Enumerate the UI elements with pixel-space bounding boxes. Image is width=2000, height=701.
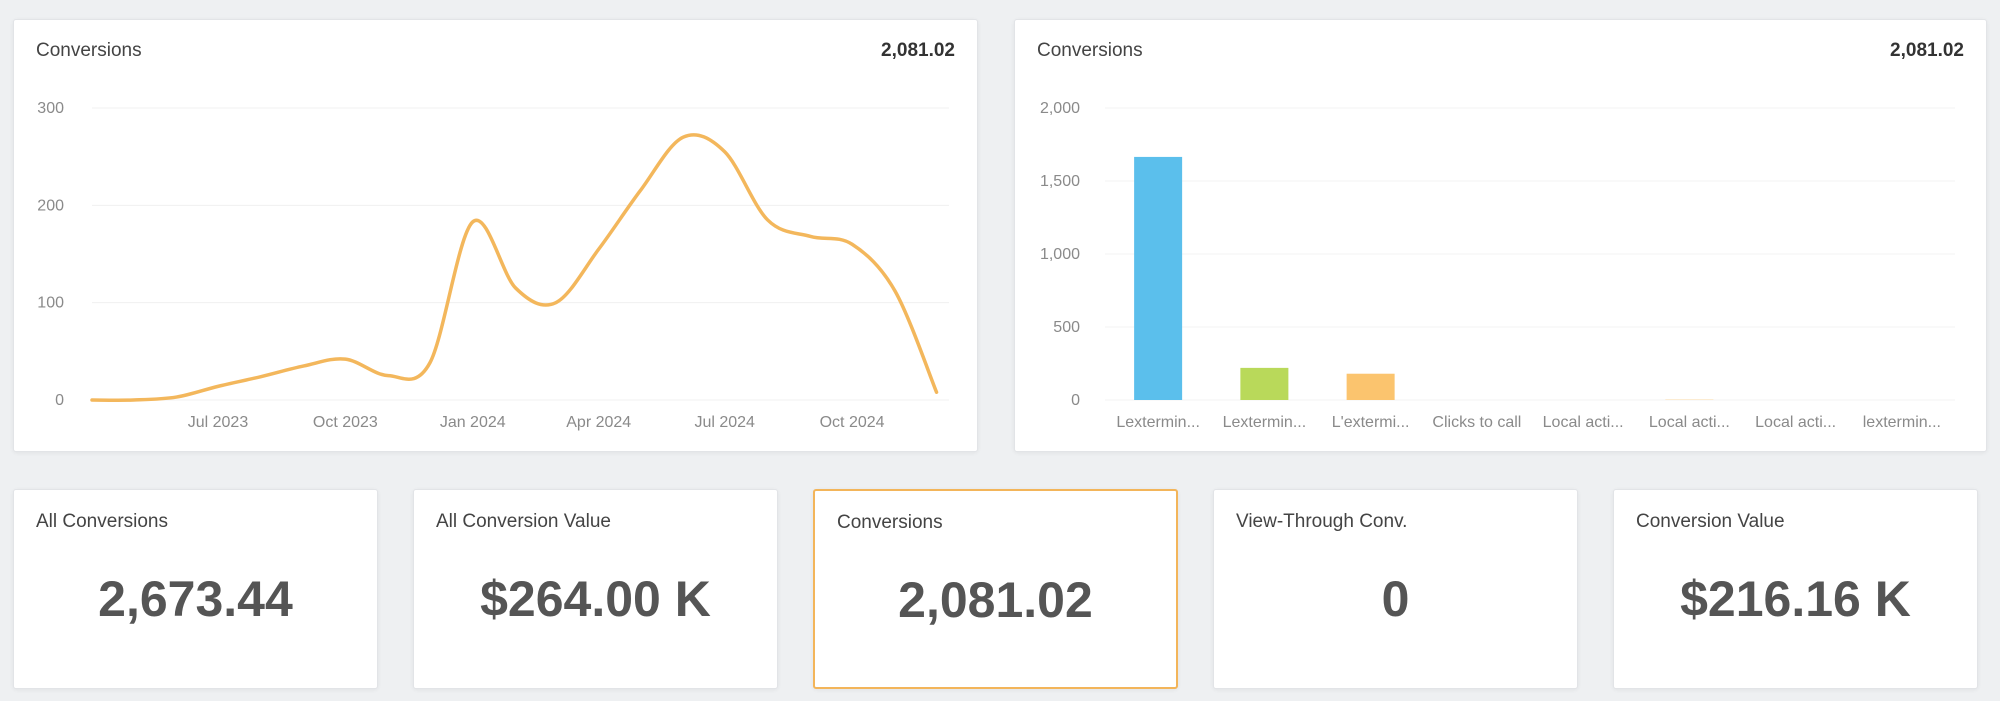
kpi-all-conversions[interactable]: All Conversions 2,673.44: [13, 489, 378, 689]
bar-chart-total: 2,081.02: [1890, 40, 1964, 61]
series-line: [90, 133, 939, 402]
kpi-value: 2,673.44: [98, 571, 293, 627]
y-tick-label: 200: [37, 197, 64, 214]
y-tick-label: 1,000: [1040, 246, 1080, 263]
y-tick-label: 0: [55, 392, 64, 409]
y-tick-label: 1,500: [1040, 173, 1080, 190]
x-tick-label: Jul 2023: [188, 414, 249, 431]
bar-chart-title: Conversions: [1037, 40, 1143, 61]
x-tick-label: Apr 2024: [566, 414, 631, 431]
x-tick-label: Local acti...: [1649, 414, 1730, 431]
line-chart[interactable]: 0 100 200 300 Jul 2023 Oct 2023 Jan 2024 Apr 20…: [14, 20, 979, 453]
line-chart-total: 2,081.02: [881, 40, 955, 61]
kpi-title: All Conversions: [36, 511, 168, 532]
kpi-all-conversion-value[interactable]: All Conversion Value $264.00 K: [413, 489, 778, 689]
x-tick-label: Jan 2024: [440, 414, 506, 431]
bar: [1240, 367, 1289, 400]
y-tick-label: 300: [37, 100, 64, 117]
kpi-title: Conversion Value: [1636, 511, 1785, 532]
x-tick-label: Lextermin...: [1223, 414, 1307, 431]
bar-chart-card: Conversions 2,081.02 0 500 1,000 1,500 2,000…: [1014, 19, 1987, 452]
y-tick-label: 2,000: [1040, 100, 1080, 117]
kpi-value: 2,081.02: [898, 572, 1093, 628]
x-tick-label: Oct 2024: [820, 414, 885, 431]
kpi-conversion-value[interactable]: Conversion Value $216.16 K: [1613, 489, 1978, 689]
x-tick-label: lextermin...: [1863, 414, 1941, 431]
bar: [1134, 156, 1183, 400]
kpi-title: View-Through Conv.: [1236, 511, 1408, 532]
x-tick-label: Local acti...: [1755, 414, 1836, 431]
y-tick-label: 0: [1071, 392, 1080, 409]
bar-chart[interactable]: 0 500 1,000 1,500 2,000 Lextermin... Lextermin…: [1015, 20, 1988, 453]
x-tick-label: Jul 2024: [694, 414, 755, 431]
kpi-conversions[interactable]: Conversions 2,081.02: [813, 489, 1178, 689]
x-tick-label: L'extermi...: [1332, 414, 1410, 431]
kpi-title: Conversions: [837, 512, 943, 533]
kpi-title: All Conversion Value: [436, 511, 611, 532]
line-chart-title: Conversions: [36, 40, 142, 61]
x-tick-label: Lextermin...: [1116, 414, 1200, 431]
kpi-value: 0: [1381, 571, 1410, 627]
x-tick-label: Local acti...: [1543, 414, 1624, 431]
line-chart-card: Conversions 2,081.02 0 100 200 300 Jul 2023 O…: [13, 19, 978, 452]
y-tick-label: 500: [1053, 319, 1080, 336]
bar: [1346, 373, 1395, 400]
x-tick-label: Oct 2023: [313, 414, 378, 431]
kpi-value: $216.16 K: [1680, 571, 1911, 627]
kpi-value: $264.00 K: [480, 571, 711, 627]
y-tick-label: 100: [37, 295, 64, 312]
kpi-view-through-conv[interactable]: View-Through Conv. 0: [1213, 489, 1578, 689]
x-tick-label: Clicks to call: [1432, 414, 1521, 431]
